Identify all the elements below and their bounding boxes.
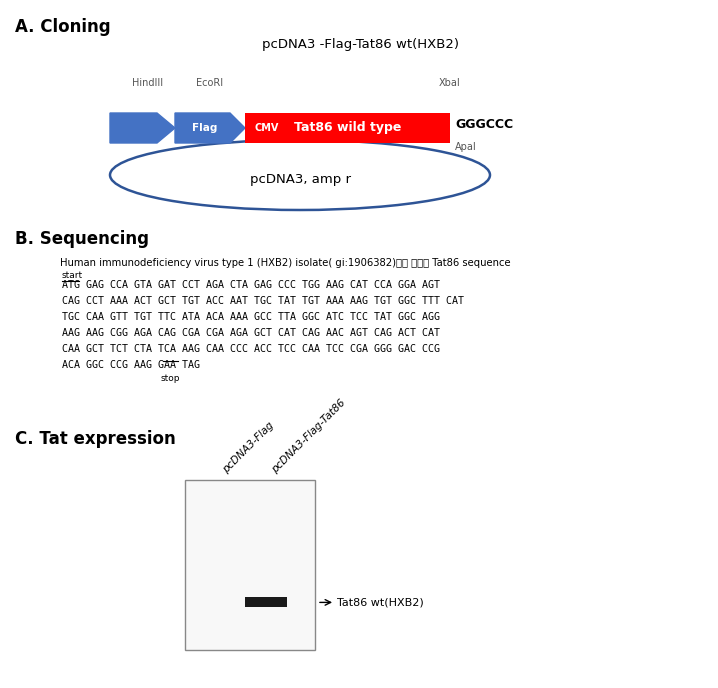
Text: A. Cloning: A. Cloning: [15, 18, 111, 36]
Text: pcDNA3-Flag: pcDNA3-Flag: [221, 420, 276, 475]
Bar: [245, 597, 286, 608]
Text: CMV: CMV: [254, 123, 279, 133]
Text: pcDNA3-Flag-Tat86: pcDNA3-Flag-Tat86: [269, 398, 347, 475]
Text: pcDNA3, amp r: pcDNA3, amp r: [249, 173, 350, 186]
Text: ATG GAG CCA GTA GAT CCT AGA CTA GAG CCC TGG AAG CAT CCA GGA AGT: ATG GAG CCA GTA GAT CCT AGA CTA GAG CCC …: [62, 280, 440, 290]
Text: CAA GCT TCT CTA TCA AAG CAA CCC ACC TCC CAA TCC CGA GGG GAC CCG: CAA GCT TCT CTA TCA AAG CAA CCC ACC TCC …: [62, 344, 440, 354]
Text: AAG AAG CGG AGA CAG CGA CGA AGA GCT CAT CAG AAC AGT CAG ACT CAT: AAG AAG CGG AGA CAG CGA CGA AGA GCT CAT …: [62, 328, 440, 338]
Text: EcoRI: EcoRI: [197, 78, 223, 88]
FancyArrow shape: [175, 113, 245, 143]
Text: Tat86 wild type: Tat86 wild type: [294, 122, 401, 134]
Text: CAG CCT AAA ACT GCT TGT ACC AAT TGC TAT TGT AAA AAG TGT GGC TTT CAT: CAG CCT AAA ACT GCT TGT ACC AAT TGC TAT …: [62, 296, 464, 306]
Text: ACA GGC CCG AAG GAA TAG: ACA GGC CCG AAG GAA TAG: [62, 360, 200, 370]
Text: B. Sequencing: B. Sequencing: [15, 230, 149, 248]
Text: Human immunodeficiency virus type 1 (HXB2) isolate( gi:1906382)에서 유래된 Tat86 sequ: Human immunodeficiency virus type 1 (HXB…: [60, 258, 510, 268]
Text: Flag: Flag: [192, 123, 218, 133]
Text: HindIII: HindIII: [132, 78, 164, 88]
FancyArrow shape: [110, 113, 175, 143]
Bar: [245, 113, 450, 143]
Text: C. Tat expression: C. Tat expression: [15, 430, 176, 448]
Text: XbaI: XbaI: [439, 78, 461, 88]
Text: start: start: [62, 271, 83, 280]
Text: GGGCCC: GGGCCC: [455, 118, 513, 131]
Text: ApaI: ApaI: [455, 142, 477, 152]
Bar: [185, 480, 315, 650]
Text: pcDNA3 -Flag-Tat86 wt(HXB2): pcDNA3 -Flag-Tat86 wt(HXB2): [261, 38, 459, 51]
Text: Tat86 wt(HXB2): Tat86 wt(HXB2): [337, 597, 424, 608]
Text: TGC CAA GTT TGT TTC ATA ACA AAA GCC TTA GGC ATC TCC TAT GGC AGG: TGC CAA GTT TGT TTC ATA ACA AAA GCC TTA …: [62, 312, 440, 322]
Text: stop: stop: [161, 374, 180, 383]
